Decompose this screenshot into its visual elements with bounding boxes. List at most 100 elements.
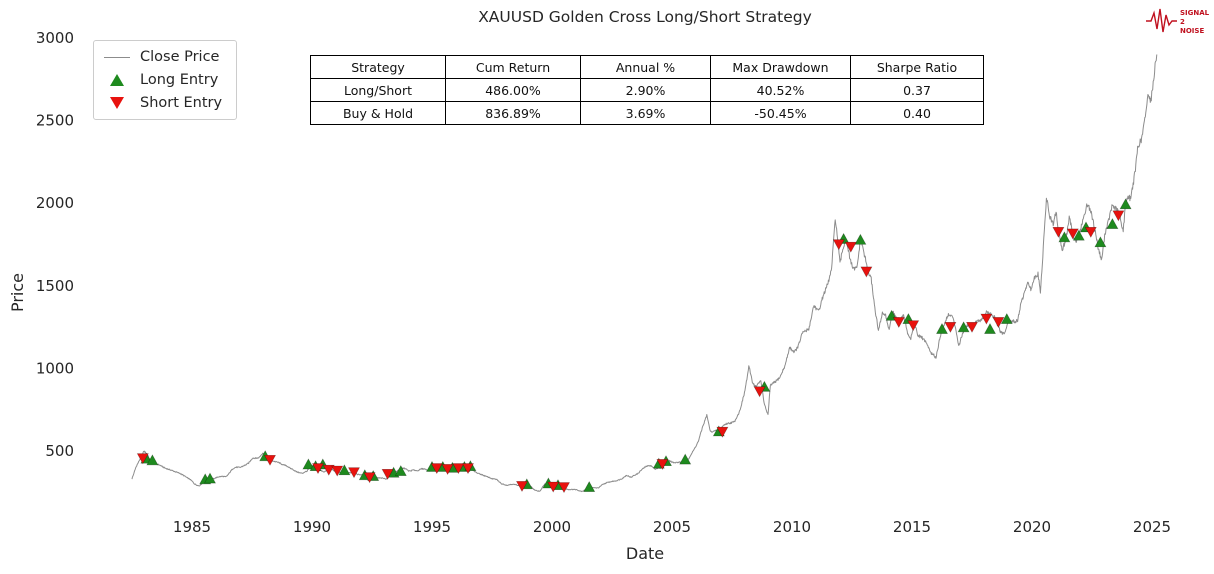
short-entry-marker: [461, 463, 475, 475]
y-tick-label: 2000: [36, 194, 74, 212]
chart-title: XAUUSD Golden Cross Long/Short Strategy: [478, 8, 812, 26]
stats-header-row: Strategy Cum Return Annual % Max Drawdow…: [310, 55, 984, 79]
x-tick-label: 1995: [413, 518, 451, 536]
long-entry-marker: [1000, 313, 1013, 324]
stats-header-annual: Annual %: [580, 55, 711, 79]
y-tick-label: 1500: [36, 277, 74, 295]
x-axis-label: Date: [625, 544, 665, 563]
legend-item-close-price: Close Price: [104, 49, 222, 65]
long-entry-marker: [1119, 198, 1132, 210]
short-entry-marker: [1066, 228, 1079, 240]
short-entry-marker: [944, 321, 957, 333]
stats-cell: 486.00%: [445, 78, 581, 102]
short-entry-marker: [452, 463, 465, 475]
y-axis-label: Price: [8, 272, 28, 313]
x-tick-label: 2025: [1133, 518, 1171, 536]
legend-label: Short Entry: [140, 95, 223, 111]
short-entry-marker: [656, 459, 669, 471]
long-entry-marker: [203, 472, 217, 484]
short-entry-marker: [311, 463, 325, 475]
short-entry-marker: [907, 320, 920, 332]
stats-row-buy-hold: Buy & Hold 836.89% 3.69% -50.45% 0.40: [310, 101, 984, 125]
long-entry-marker: [583, 481, 596, 492]
strategy-stats-table: Strategy Cum Return Annual % Max Drawdow…: [310, 55, 984, 125]
stats-header-max-drawdown: Max Drawdown: [710, 55, 851, 79]
long-entry-marker: [1106, 218, 1119, 229]
long-entry-marker: [146, 454, 159, 466]
long-entry-marker: [854, 233, 867, 245]
short-entry-marker: [980, 313, 993, 325]
stats-row-long-short: Long/Short 486.00% 2.90% 40.52% 0.37: [310, 78, 984, 102]
logo-text-signal: SIGNAL: [1180, 9, 1210, 17]
long-entry-marker: [957, 321, 970, 333]
short-entry-marker: [992, 317, 1005, 328]
short-entry-marker: [1052, 226, 1065, 238]
short-entry-marker: [263, 454, 277, 466]
short-entry-marker: [515, 481, 529, 492]
short-entry-marker: [430, 463, 443, 475]
legend-item-short-entry: Short Entry: [104, 95, 222, 111]
stats-cell: 2.90%: [580, 78, 711, 102]
short-entry-marker: [860, 266, 873, 278]
short-entry-marker: [331, 465, 344, 477]
long-entry-triangle-icon: [104, 74, 130, 86]
short-entry-marker: [347, 467, 361, 479]
close-price-line: [131, 54, 1158, 493]
short-entry-marker: [1084, 226, 1097, 238]
x-tick-label: 2015: [893, 518, 931, 536]
long-entry-marker: [394, 465, 407, 476]
short-entry-triangle-icon: [104, 97, 130, 109]
stats-header-cum-return: Cum Return: [445, 55, 581, 79]
stats-header-strategy: Strategy: [310, 55, 446, 79]
long-entry-marker: [302, 458, 315, 470]
long-entry-marker: [1058, 231, 1071, 243]
stats-cell: -50.45%: [710, 101, 851, 125]
stats-cell: Buy & Hold: [310, 101, 446, 125]
logo-text-2: 2: [1180, 18, 1185, 26]
short-entry-marker: [441, 464, 454, 475]
short-entry-marker: [136, 453, 149, 465]
short-entry-marker: [363, 472, 376, 484]
y-tick-label: 1000: [36, 359, 74, 377]
long-entry-marker: [935, 322, 949, 334]
x-tick-label: 2000: [533, 518, 571, 536]
x-tick-label: 2020: [1013, 518, 1051, 536]
stats-cell: 0.40: [850, 101, 984, 125]
signal2noise-logo-icon: SIGNAL 2 NOISE: [1146, 8, 1210, 35]
y-tick-label: 500: [45, 442, 74, 460]
long-entry-marker: [983, 322, 997, 334]
long-entry-marker: [679, 453, 692, 465]
stats-cell: 40.52%: [710, 78, 851, 102]
stats-cell: 0.37: [850, 78, 984, 102]
stats-cell: 3.69%: [580, 101, 711, 125]
x-tick-label: 1985: [173, 518, 211, 536]
short-entry-marker: [753, 386, 766, 398]
short-entry-marker: [322, 464, 335, 476]
legend-item-long-entry: Long Entry: [104, 72, 222, 88]
y-tick-label: 2500: [36, 112, 74, 130]
chart-legend: Close Price Long Entry Short Entry: [93, 40, 238, 120]
stats-cell: Long/Short: [310, 78, 446, 102]
long-entry-marker: [338, 464, 351, 476]
short-entry-marker: [1112, 210, 1125, 222]
stats-cell: 836.89%: [445, 101, 581, 125]
short-entry-marker: [844, 241, 857, 253]
legend-label: Close Price: [140, 49, 220, 65]
short-entry-marker: [547, 481, 560, 493]
x-tick-label: 2010: [773, 518, 811, 536]
short-entry-marker: [892, 317, 905, 328]
short-entry-marker: [557, 482, 571, 494]
legend-label: Long Entry: [140, 72, 219, 88]
stats-header-sharpe: Sharpe Ratio: [850, 55, 984, 79]
long-entry-marker: [1094, 236, 1107, 248]
short-entry-marker: [716, 426, 729, 438]
close-price-line-icon: [104, 56, 130, 58]
y-tick-label: 3000: [36, 29, 74, 47]
short-entry-marker: [965, 321, 979, 333]
short-entry-marker: [381, 469, 394, 480]
logo-waveform-icon: [1146, 8, 1177, 33]
short-entry-marker: [832, 239, 845, 251]
logo-text-noise: NOISE: [1180, 27, 1204, 35]
